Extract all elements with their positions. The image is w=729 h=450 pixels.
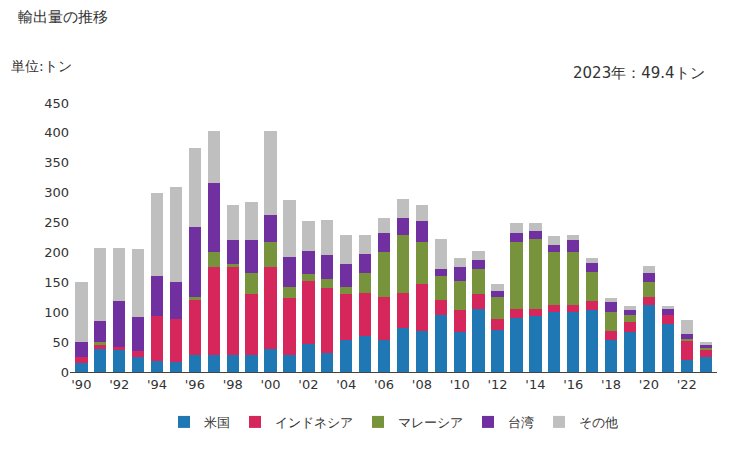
svg-text:300: 300: [44, 185, 69, 200]
svg-text:450: 450: [44, 96, 69, 111]
svg-text:'02: '02: [298, 377, 318, 392]
svg-text:0: 0: [61, 365, 69, 380]
svg-text:'16: '16: [563, 377, 583, 392]
svg-text:400: 400: [44, 125, 69, 140]
svg-text:米国: 米国: [204, 415, 230, 430]
svg-text:150: 150: [44, 275, 69, 290]
svg-text:50: 50: [52, 335, 69, 350]
svg-text:その他: その他: [579, 415, 618, 430]
svg-text:350: 350: [44, 155, 69, 170]
svg-text:'06: '06: [374, 377, 394, 392]
svg-text:'04: '04: [336, 377, 356, 392]
svg-text:'98: '98: [223, 377, 243, 392]
svg-text:マレーシア: マレーシア: [398, 415, 463, 430]
svg-text:インドネシア: インドネシア: [275, 415, 353, 430]
svg-text:'96: '96: [185, 377, 205, 392]
svg-text:'92: '92: [109, 377, 129, 392]
svg-text:'10: '10: [450, 377, 470, 392]
svg-text:'90: '90: [71, 377, 91, 392]
svg-text:'14: '14: [525, 377, 545, 392]
svg-text:輸出量の推移: 輸出量の推移: [18, 8, 108, 26]
svg-text:2023年：49.4トン: 2023年：49.4トン: [573, 64, 705, 82]
svg-text:'22: '22: [677, 377, 697, 392]
svg-text:単位:トン: 単位:トン: [11, 58, 72, 74]
svg-text:'08: '08: [412, 377, 432, 392]
svg-text:200: 200: [44, 245, 69, 260]
svg-text:'12: '12: [487, 377, 507, 392]
svg-text:'00: '00: [260, 377, 280, 392]
svg-text:台湾: 台湾: [508, 415, 534, 430]
svg-text:'94: '94: [147, 377, 167, 392]
svg-text:250: 250: [44, 215, 69, 230]
svg-text:'18: '18: [601, 377, 621, 392]
svg-text:100: 100: [44, 305, 69, 320]
svg-text:'20: '20: [639, 377, 659, 392]
